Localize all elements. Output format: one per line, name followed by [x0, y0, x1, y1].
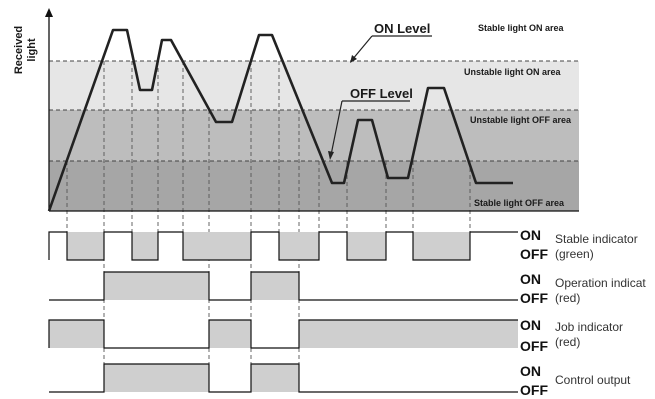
timing-row-operation-indicator: ON OFF Operation indicat (red) [49, 271, 646, 306]
y-axis-label-line2: light [26, 38, 38, 62]
job-indicator-off-label: OFF [520, 338, 548, 354]
job-indicator-color-label: (red) [555, 335, 580, 349]
stable-indicator-off-label: OFF [520, 246, 548, 262]
operation-indicator-on-label: ON [520, 271, 541, 287]
stable-indicator-color-label: (green) [555, 247, 594, 261]
job-indicator-on-label: ON [520, 317, 541, 333]
y-axis-arrow-icon [45, 8, 53, 17]
control-output-on-label: ON [520, 363, 541, 379]
control-output-label: Control output [555, 373, 631, 387]
timing-row-control-output: ON OFF Control output [49, 363, 631, 398]
on-level-label: ON Level [374, 21, 430, 36]
off-level-label: OFF Level [350, 86, 413, 101]
stable-indicator-on-label: ON [520, 227, 541, 243]
unstable-on-area-label: Unstable light ON area [464, 67, 562, 77]
stable-on-area-label: Stable light ON area [478, 23, 565, 33]
stable-off-area-label: Stable light OFF area [474, 198, 565, 208]
unstable-off-area-label: Unstable light OFF area [470, 115, 572, 125]
control-output-off-label: OFF [520, 382, 548, 398]
operation-indicator-color-label: (red) [555, 291, 580, 305]
timing-row-stable-indicator: ON OFF Stable indicator (green) [49, 227, 638, 262]
operation-indicator-label: Operation indicat [555, 276, 646, 290]
job-indicator-label: Job indicator [555, 320, 623, 334]
stable-indicator-label: Stable indicator [555, 232, 638, 246]
operation-indicator-off-label: OFF [520, 290, 548, 306]
y-axis-label-line1: Received [13, 26, 25, 74]
timing-row-job-indicator: ON OFF Job indicator (red) [49, 317, 623, 354]
